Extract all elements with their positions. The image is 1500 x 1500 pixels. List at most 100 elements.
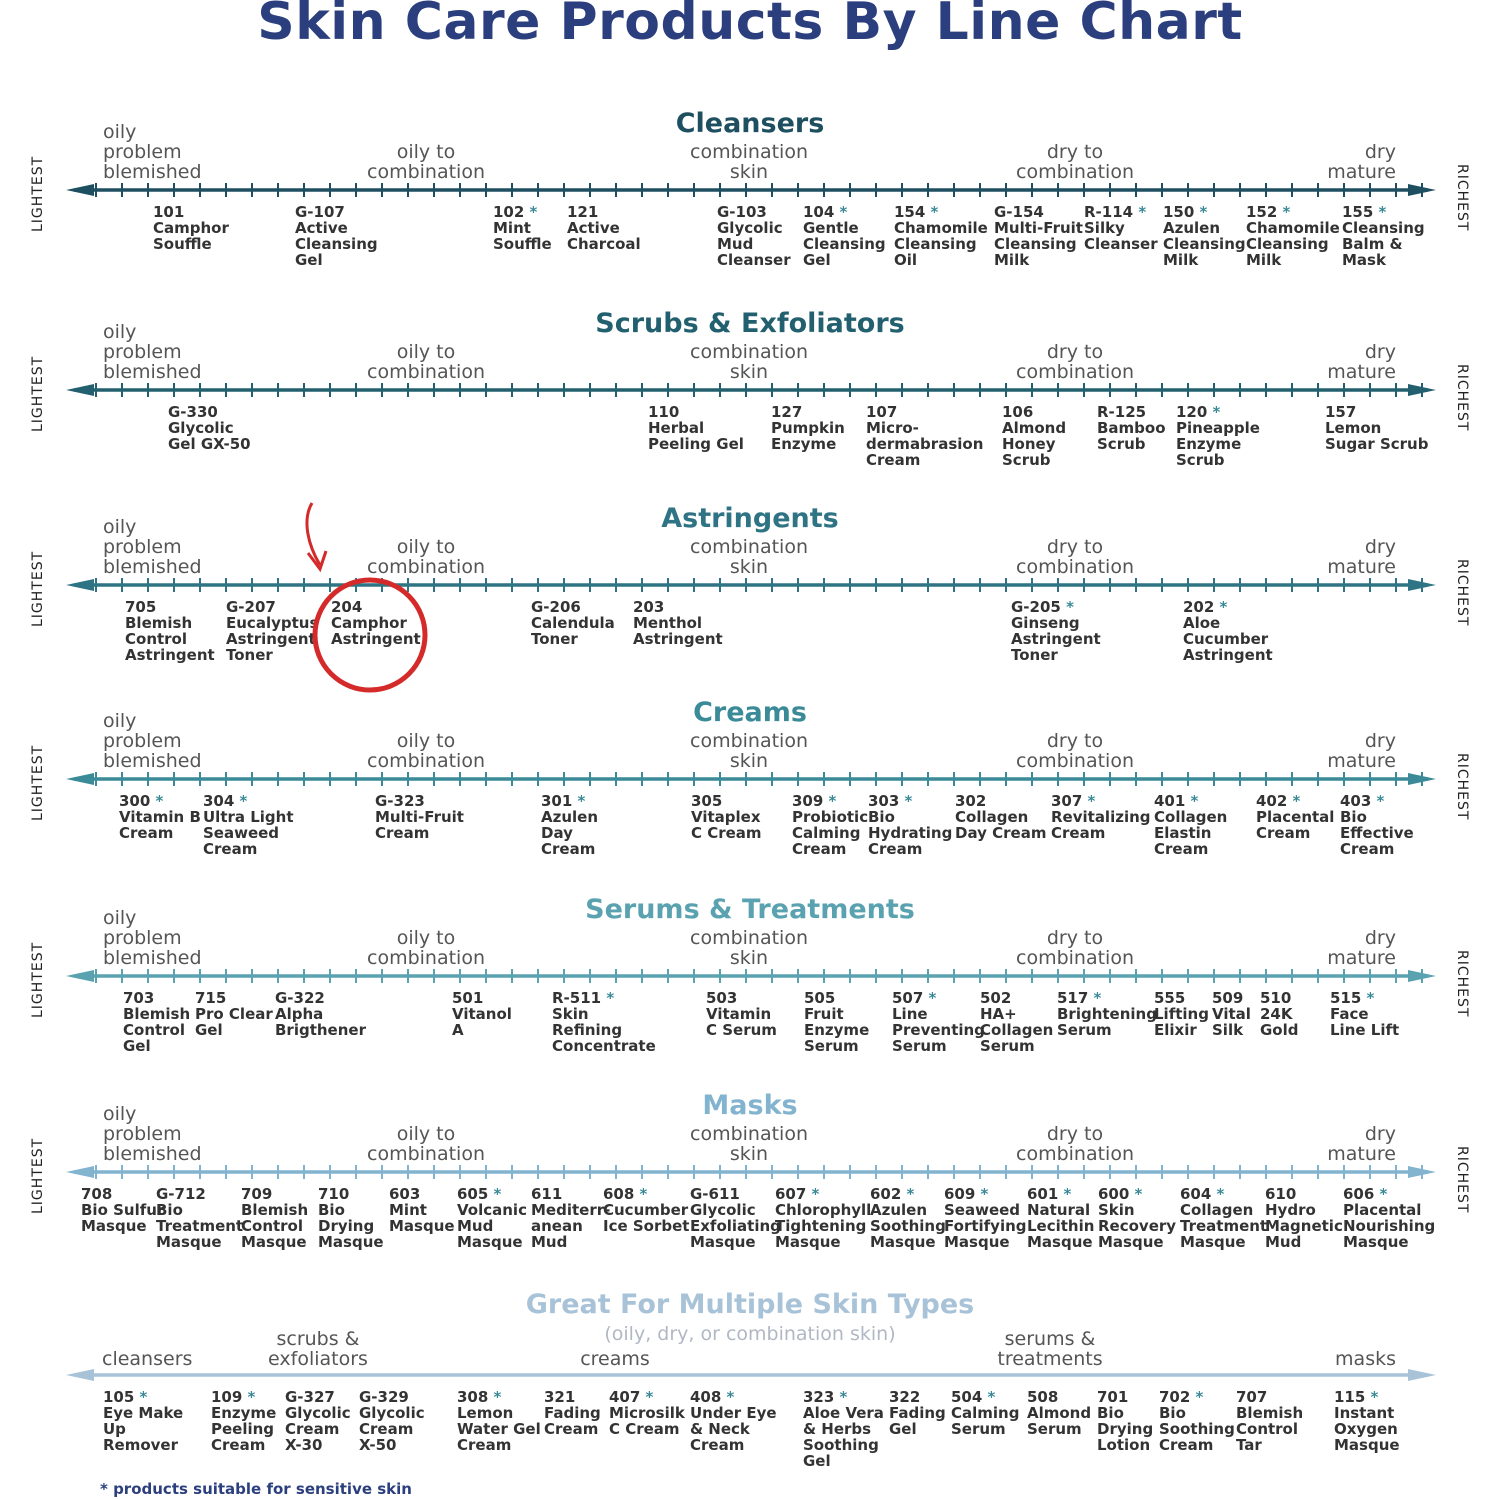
section-title: Masks bbox=[702, 1090, 798, 1121]
product-code: R-511 * bbox=[552, 989, 615, 1007]
product-code: 602 * bbox=[870, 1185, 915, 1203]
product-name-line: Milk bbox=[1246, 251, 1282, 269]
axis-line bbox=[66, 383, 1436, 397]
product-code: 115 * bbox=[1334, 1388, 1379, 1406]
product-name-line: Placental bbox=[1256, 808, 1335, 826]
richest-label: RICHEST bbox=[1454, 1146, 1470, 1214]
product-item: 604 * Collagen Treatment Masque bbox=[1180, 1186, 1267, 1250]
product-name-line: Chlorophyll bbox=[775, 1201, 872, 1219]
product-item: 608 * Cucumber Ice Sorbet bbox=[603, 1186, 689, 1234]
product-item: G-323 Multi-Fruit Cream bbox=[375, 793, 464, 841]
product-name-line: Serum bbox=[1057, 1021, 1112, 1039]
section-subtitle: (oily, dry, or combination skin) bbox=[604, 1323, 896, 1345]
product-name-line: Blemish bbox=[125, 614, 193, 632]
product-item: 121 Active Charcoal bbox=[567, 204, 641, 252]
product-name-line: Mint bbox=[493, 219, 531, 237]
product-name-line: Masque bbox=[389, 1217, 455, 1235]
page-title: Skin Care Products By Line Chart bbox=[257, 0, 1243, 52]
product-item: 302 Collagen Day Cream bbox=[955, 793, 1046, 841]
product-name-line: Cream bbox=[541, 840, 596, 858]
product-code: 610 bbox=[1265, 1185, 1297, 1203]
product-name-line: Aloe bbox=[1183, 614, 1221, 632]
product-item: 157 Lemon Sugar Scrub bbox=[1325, 404, 1428, 452]
product-code: 601 * bbox=[1027, 1185, 1072, 1203]
product-name-line: Seaweed bbox=[944, 1201, 1021, 1219]
product-name-line: Refining bbox=[552, 1021, 623, 1039]
product-name-line: Line Lift bbox=[1330, 1021, 1400, 1039]
product-item: 707 Blemish Control Tar bbox=[1236, 1389, 1303, 1453]
product-item: 105 * Eye Make Up Remover bbox=[103, 1389, 183, 1453]
sensitive-skin-star: * bbox=[150, 792, 164, 810]
zone-label-oily_comb: oily to combination bbox=[367, 730, 485, 772]
product-name-line: Sugar Scrub bbox=[1325, 435, 1429, 453]
sensitive-skin-star: * bbox=[601, 989, 615, 1007]
product-code: 607 * bbox=[775, 1185, 820, 1203]
product-name-line: Elixir bbox=[1154, 1021, 1197, 1039]
product-name-line: Calming bbox=[951, 1404, 1020, 1422]
product-code: 608 * bbox=[603, 1185, 648, 1203]
section-title: Great For Multiple Skin Types bbox=[525, 1289, 975, 1320]
sensitive-skin-star: * bbox=[242, 1388, 256, 1406]
product-name-line: Cleansing bbox=[1246, 235, 1329, 253]
product-name-line: Bio bbox=[156, 1201, 183, 1219]
product-item: 322 Fading Gel bbox=[889, 1389, 946, 1437]
product-name-line: Masque bbox=[775, 1233, 841, 1251]
product-name-line: Gel GX-50 bbox=[168, 435, 251, 453]
product-item: 106 Almond Honey Scrub bbox=[1002, 404, 1066, 468]
product-item: 709 Blemish Control Masque bbox=[241, 1186, 308, 1250]
sensitive-skin-star: * bbox=[901, 1185, 915, 1203]
product-name-line: Microsilk bbox=[609, 1404, 685, 1422]
product-item: G-207 Eucalyptus Astringent Toner bbox=[226, 599, 318, 663]
product-name-line: Mud bbox=[1265, 1233, 1302, 1251]
product-code: 307 * bbox=[1051, 792, 1096, 810]
product-item: 308 * Lemon Water Gel Cream bbox=[457, 1389, 541, 1453]
product-item: 508 Almond Serum bbox=[1027, 1389, 1091, 1437]
product-name-line: Lecithin bbox=[1027, 1217, 1095, 1235]
section-title: Serums & Treatments bbox=[585, 894, 915, 925]
product-item: 155 * Cleansing Balm & Mask bbox=[1342, 204, 1425, 268]
product-name-line: Under Eye bbox=[690, 1404, 777, 1422]
product-name-line: Day Cream bbox=[955, 824, 1047, 842]
product-item: R-114 * Silky Cleanser bbox=[1084, 204, 1158, 252]
product-item: 402 * Placental Cream bbox=[1256, 793, 1334, 841]
product-name-line: Mediterr- bbox=[531, 1201, 611, 1219]
product-name-line: Almond bbox=[1002, 419, 1067, 437]
zone-label-comb: combination skin bbox=[690, 141, 808, 183]
product-code: G-322 bbox=[275, 989, 325, 1007]
product-code: 121 bbox=[567, 203, 599, 221]
product-name-line: Masque bbox=[870, 1233, 936, 1251]
product-item: 501 Vitanol A bbox=[452, 990, 512, 1038]
product-name-line: Bio bbox=[1097, 1404, 1124, 1422]
product-name-line: Cleanser bbox=[717, 251, 791, 269]
product-name-line: Mint bbox=[389, 1201, 427, 1219]
product-name-line: Water Gel bbox=[457, 1420, 541, 1438]
product-name-line: Astringent bbox=[226, 630, 316, 648]
product-code: 202 * bbox=[1183, 598, 1228, 616]
product-item: 503 Vitamin C Serum bbox=[706, 990, 777, 1038]
product-code: 600 * bbox=[1098, 1185, 1143, 1203]
product-name-line: Cream bbox=[1154, 840, 1209, 858]
product-name-line: Serum bbox=[804, 1037, 859, 1055]
sensitive-skin-star: * bbox=[1214, 598, 1228, 616]
product-name-line: Glycolic bbox=[168, 419, 234, 437]
richest-label: RICHEST bbox=[1454, 164, 1470, 232]
callout-circle bbox=[312, 577, 428, 693]
product-item: 555 Lifting Elixir bbox=[1154, 990, 1209, 1038]
product-name-line: Calming bbox=[792, 824, 861, 842]
product-name-line: Masque bbox=[944, 1233, 1010, 1251]
sensitive-skin-star: * bbox=[1207, 403, 1221, 421]
product-code: G-323 bbox=[375, 792, 425, 810]
product-item: 603 Mint Masque bbox=[389, 1186, 455, 1234]
product-name-line: Mud bbox=[457, 1217, 494, 1235]
product-code: 106 bbox=[1002, 403, 1034, 421]
product-item: 323 * Aloe Vera & Herbs Soothing Gel bbox=[803, 1389, 884, 1469]
product-item: 609 * Seaweed Fortifying Masque bbox=[944, 1186, 1027, 1250]
product-name-line: Cream bbox=[1051, 824, 1106, 842]
product-name-line: Ultra Light bbox=[203, 808, 294, 826]
product-name-line: Cream bbox=[1256, 824, 1311, 842]
product-item: 127 Pumpkin Enzyme bbox=[771, 404, 845, 452]
zone-label-dry_comb: dry to combination bbox=[1016, 141, 1134, 183]
product-name-line: C Serum bbox=[706, 1021, 777, 1039]
product-name-line: Fortifying bbox=[944, 1217, 1027, 1235]
richest-label: RICHEST bbox=[1454, 559, 1470, 627]
